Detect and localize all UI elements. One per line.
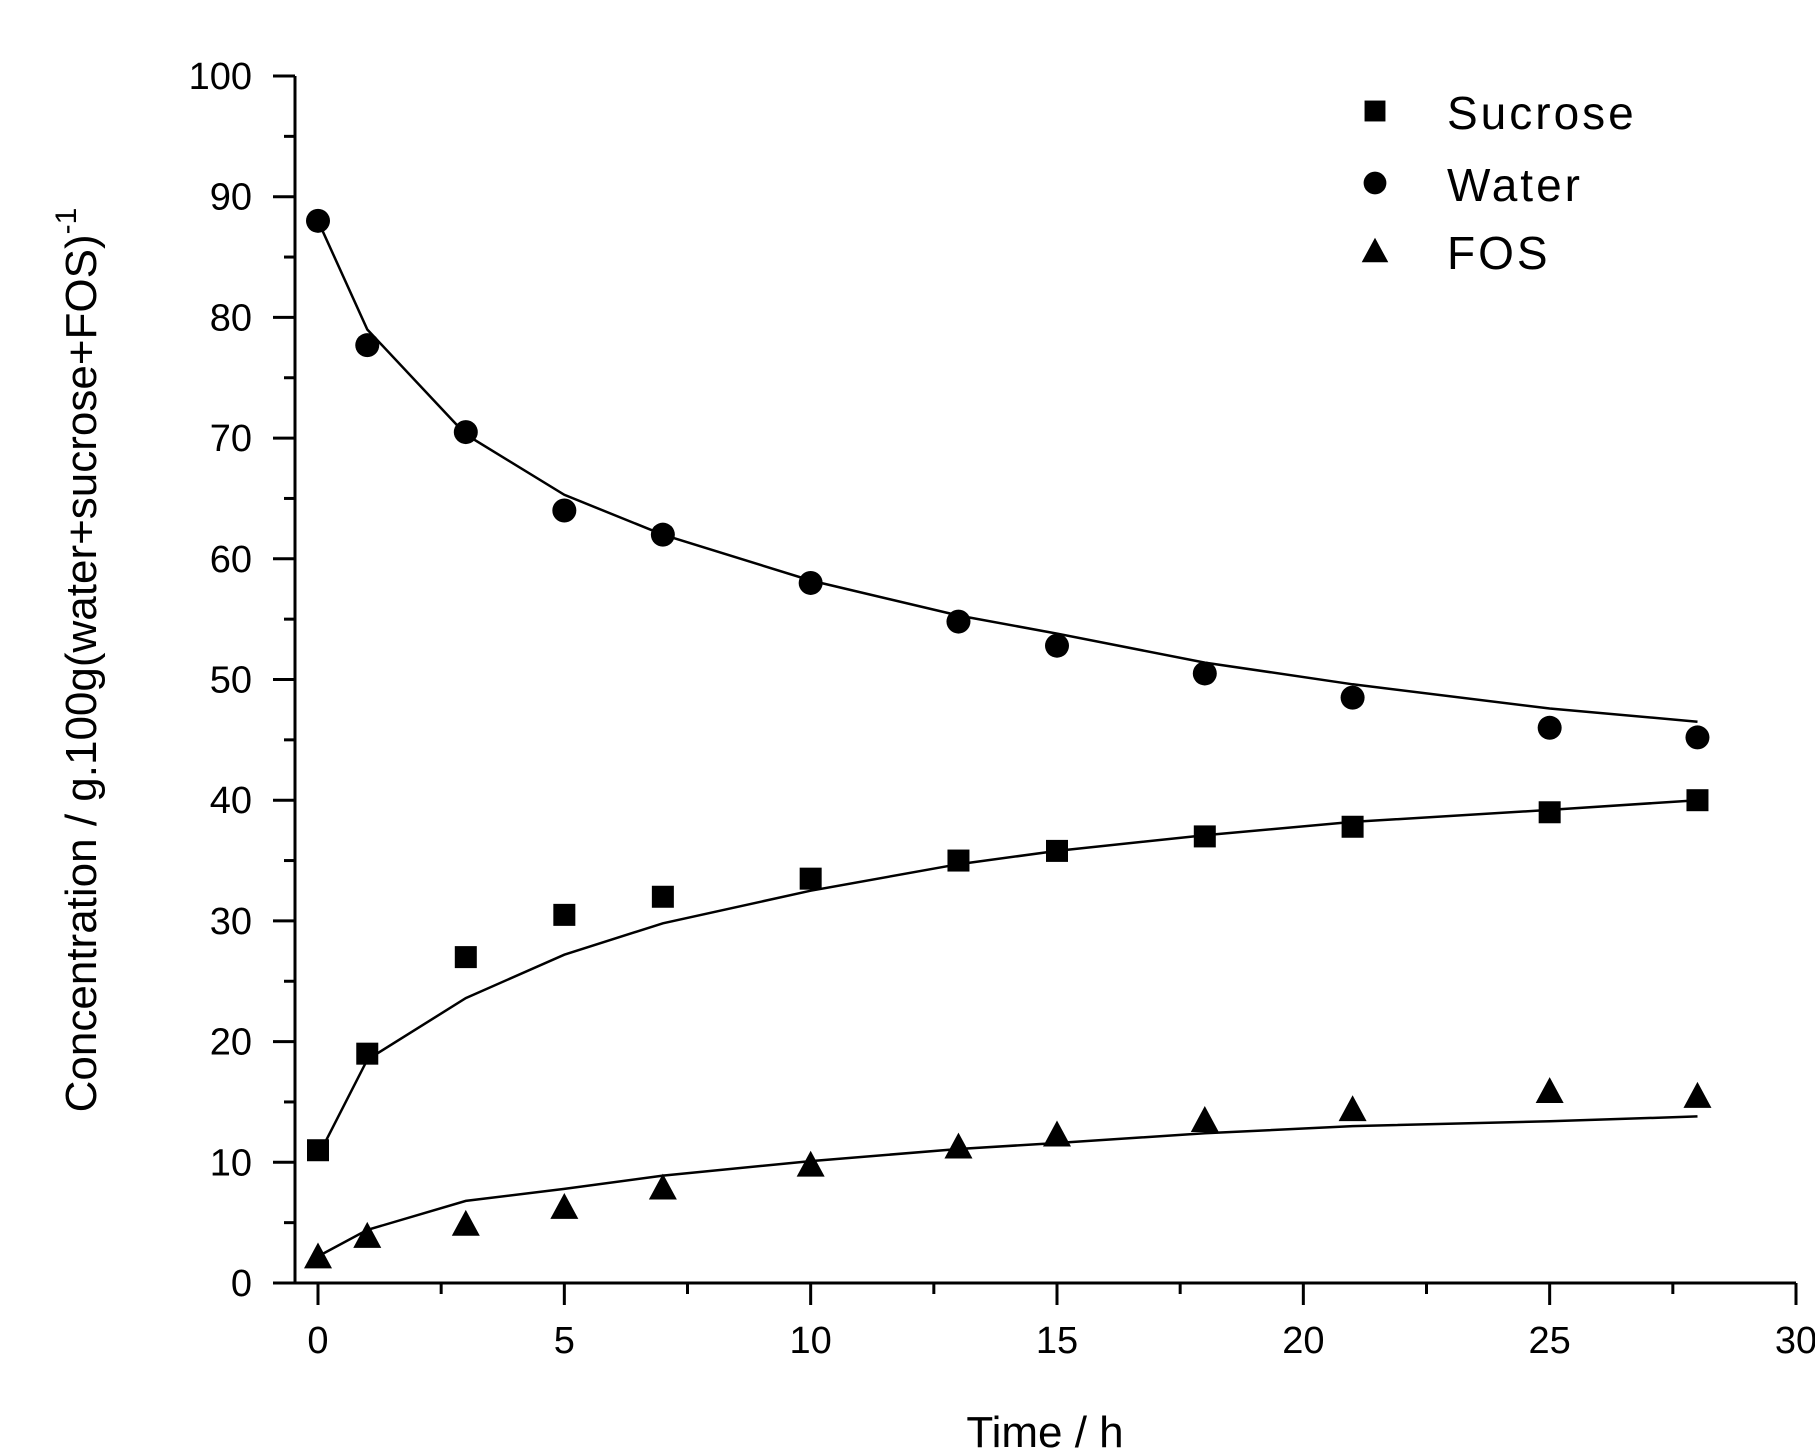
point-sucrose xyxy=(799,867,822,890)
point-water xyxy=(946,609,971,634)
y-tick-label: 20 xyxy=(210,1022,252,1064)
point-fos xyxy=(648,1173,677,1200)
x-tick-label: 20 xyxy=(1282,1320,1324,1362)
point-fos xyxy=(796,1150,825,1177)
y-tick-label: 100 xyxy=(189,56,252,98)
x-tick-label: 0 xyxy=(307,1320,328,1362)
point-fos xyxy=(1683,1081,1712,1108)
point-water xyxy=(1340,685,1365,710)
point-fos xyxy=(451,1209,480,1236)
point-fos xyxy=(1043,1120,1071,1147)
y-tick-label: 80 xyxy=(210,297,252,339)
point-fos xyxy=(550,1192,579,1219)
point-water xyxy=(453,420,478,445)
y-ticks: 0 10 20 30 40 50 60 70 80 90 100 xyxy=(189,56,295,1305)
point-sucrose xyxy=(1686,789,1709,812)
legend: Sucrose Water FOS xyxy=(1361,87,1637,279)
x-tick-label: 30 xyxy=(1775,1320,1815,1362)
axes xyxy=(293,76,1796,1285)
point-fos xyxy=(1535,1077,1564,1103)
y-tick-label: 90 xyxy=(210,177,252,219)
y-tick-label: 40 xyxy=(210,780,252,822)
x-tick-label: 25 xyxy=(1529,1320,1571,1362)
point-fos xyxy=(1190,1106,1219,1132)
point-sucrose xyxy=(356,1042,379,1065)
point-water xyxy=(306,208,330,233)
x-tick-label: 10 xyxy=(790,1320,832,1362)
data-markers xyxy=(304,208,1712,1269)
fit-line-water xyxy=(316,220,1698,723)
legend-label-sucrose: Sucrose xyxy=(1447,87,1637,139)
point-water xyxy=(1045,633,1069,658)
point-water xyxy=(355,333,380,358)
legend-marker-fos xyxy=(1361,237,1389,263)
y-tick-label: 70 xyxy=(210,418,252,460)
point-sucrose xyxy=(1538,801,1561,824)
x-ticks: 0 5 10 15 20 25 30 xyxy=(307,1283,1815,1362)
legend-label-water: Water xyxy=(1447,159,1583,211)
y-tick-label: 50 xyxy=(210,660,252,702)
y-tick-label: 0 xyxy=(231,1263,252,1305)
point-water xyxy=(1192,661,1217,686)
legend-marker-water xyxy=(1363,171,1387,195)
point-water xyxy=(650,522,675,547)
legend-label-fos: FOS xyxy=(1447,227,1551,279)
y-axis-title: Concentration / g.100g(water+sucrose+FOS… xyxy=(50,208,106,1113)
point-sucrose xyxy=(651,885,674,908)
point-fos xyxy=(1338,1095,1367,1122)
legend-marker-sucrose xyxy=(1364,100,1386,122)
y-tick-label: 30 xyxy=(210,901,252,943)
x-axis-title: Time / h xyxy=(966,1408,1123,1449)
x-tick-label: 5 xyxy=(554,1320,575,1362)
point-sucrose xyxy=(454,946,477,969)
point-sucrose xyxy=(553,903,576,926)
point-water xyxy=(1685,725,1710,750)
point-fos xyxy=(353,1221,382,1248)
point-water xyxy=(798,570,823,595)
point-fos xyxy=(944,1132,973,1159)
fit-lines xyxy=(316,220,1698,1258)
point-sucrose xyxy=(307,1139,329,1162)
point-fos xyxy=(304,1242,332,1269)
point-sucrose xyxy=(1341,815,1364,838)
point-sucrose xyxy=(1046,839,1068,862)
y-axis-title-superscript: -1 xyxy=(50,208,83,235)
y-tick-label: 60 xyxy=(210,539,252,581)
fit-line-sucrose xyxy=(316,798,1698,1157)
fit-line-fos xyxy=(317,1115,1698,1258)
y-axis-title-main: Concentration / g.100g(water+sucrose+FOS… xyxy=(57,234,106,1112)
x-tick-label: 15 xyxy=(1036,1320,1078,1362)
point-water xyxy=(552,498,577,523)
point-sucrose xyxy=(1193,825,1216,848)
y-tick-label: 10 xyxy=(210,1142,252,1184)
point-sucrose xyxy=(947,849,970,872)
point-water xyxy=(1537,715,1562,740)
